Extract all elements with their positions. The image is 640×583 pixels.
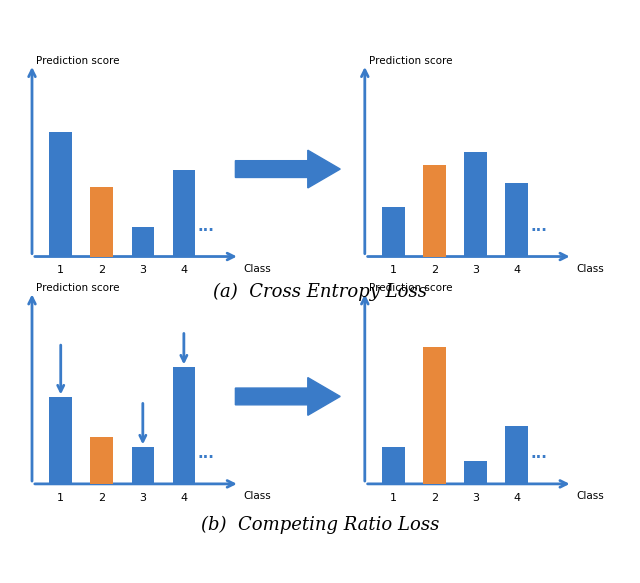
Bar [132, 227, 154, 257]
Text: 3: 3 [140, 265, 147, 275]
Text: 2: 2 [431, 265, 438, 275]
Bar [173, 367, 195, 484]
Text: Prediction score: Prediction score [369, 283, 452, 293]
Text: 1: 1 [390, 265, 397, 275]
Bar [132, 447, 154, 484]
Text: ...: ... [531, 219, 548, 234]
Bar [465, 152, 487, 257]
FancyArrow shape [236, 150, 340, 188]
Bar [506, 183, 528, 257]
Text: Prediction score: Prediction score [36, 56, 119, 66]
Bar [423, 347, 446, 484]
Text: (a)  Cross Entropy Loss: (a) Cross Entropy Loss [213, 282, 427, 301]
Bar [465, 461, 487, 484]
Text: 2: 2 [431, 493, 438, 503]
Bar [423, 165, 446, 257]
Bar [382, 447, 405, 484]
Bar [49, 397, 72, 484]
Text: 4: 4 [513, 493, 520, 503]
Text: Prediction score: Prediction score [36, 283, 119, 293]
Text: ...: ... [198, 219, 215, 234]
Bar [382, 206, 405, 257]
Text: Class: Class [243, 264, 271, 273]
Text: 4: 4 [513, 265, 520, 275]
Text: Class: Class [576, 491, 604, 501]
Bar [49, 132, 72, 257]
Text: 3: 3 [472, 265, 479, 275]
Text: 1: 1 [57, 493, 64, 503]
Text: 2: 2 [98, 265, 106, 275]
Text: 4: 4 [180, 265, 188, 275]
Text: (b)  Competing Ratio Loss: (b) Competing Ratio Loss [201, 515, 439, 534]
Text: 4: 4 [180, 493, 188, 503]
Bar [506, 426, 528, 484]
Text: ...: ... [198, 446, 215, 461]
Text: Prediction score: Prediction score [369, 56, 452, 66]
Text: 2: 2 [98, 493, 106, 503]
Bar [90, 187, 113, 257]
Text: 1: 1 [390, 493, 397, 503]
Text: ...: ... [531, 446, 548, 461]
Text: Class: Class [576, 264, 604, 273]
Text: Class: Class [243, 491, 271, 501]
Text: 3: 3 [472, 493, 479, 503]
Text: 3: 3 [140, 493, 147, 503]
Bar [173, 170, 195, 257]
Text: 1: 1 [57, 265, 64, 275]
FancyArrow shape [236, 378, 340, 415]
Bar [90, 437, 113, 484]
